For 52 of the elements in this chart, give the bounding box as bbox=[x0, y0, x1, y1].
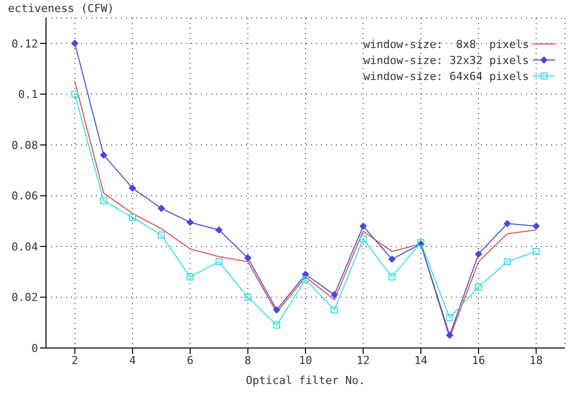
point bbox=[186, 218, 194, 226]
point bbox=[216, 258, 222, 266]
point bbox=[330, 291, 338, 298]
x-tick-label: 16 bbox=[472, 354, 486, 367]
y-tick-label: 0.08 bbox=[12, 138, 38, 152]
point bbox=[388, 273, 396, 280]
point bbox=[532, 248, 540, 256]
point bbox=[158, 232, 165, 239]
x-tick-label: 12 bbox=[356, 354, 370, 367]
x-tick-label: 18 bbox=[530, 354, 543, 367]
x-tick-label: 8 bbox=[244, 354, 252, 367]
point bbox=[100, 152, 108, 159]
legend-label: window-size: 8x8 pixels bbox=[363, 38, 529, 50]
point bbox=[446, 332, 454, 339]
y-tick-label: 0.04 bbox=[12, 240, 38, 254]
y-tick-label: 0.12 bbox=[12, 37, 38, 50]
point bbox=[129, 214, 136, 221]
point bbox=[475, 284, 482, 291]
point bbox=[388, 256, 396, 263]
point bbox=[475, 250, 482, 258]
point bbox=[71, 40, 78, 47]
point bbox=[71, 90, 78, 98]
y-tick-label: 0.06 bbox=[12, 190, 38, 203]
x-tick-label: 10 bbox=[298, 354, 312, 367]
point bbox=[244, 294, 252, 301]
y-tick-label: 0 bbox=[31, 342, 38, 355]
point bbox=[302, 276, 309, 283]
point bbox=[360, 222, 367, 230]
x-tick-label: 4 bbox=[129, 354, 136, 367]
point bbox=[446, 314, 454, 322]
point bbox=[360, 235, 367, 242]
y-tick-label: 0.02 bbox=[12, 291, 38, 304]
y-tick-label: 0.1 bbox=[18, 88, 38, 102]
y-axis-title: ectiveness (CFW) bbox=[8, 2, 114, 15]
point bbox=[216, 226, 222, 234]
legend-label: window-size: 64x64 pixels bbox=[363, 70, 529, 82]
point bbox=[504, 220, 511, 228]
point bbox=[273, 306, 280, 314]
x-tick-label: 14 bbox=[414, 354, 428, 367]
point bbox=[158, 204, 165, 212]
x-axis-title: Optical filter No. bbox=[246, 374, 366, 387]
point bbox=[330, 306, 338, 314]
point bbox=[129, 184, 136, 192]
x-tick-label: 6 bbox=[186, 354, 194, 367]
x-tick-label: 2 bbox=[72, 354, 78, 367]
point bbox=[273, 322, 280, 329]
point bbox=[504, 258, 511, 266]
point bbox=[100, 197, 108, 204]
point bbox=[186, 273, 194, 280]
point bbox=[532, 222, 540, 230]
point bbox=[244, 254, 252, 262]
legend-label: window-size: 32x32 pixels bbox=[363, 54, 529, 66]
